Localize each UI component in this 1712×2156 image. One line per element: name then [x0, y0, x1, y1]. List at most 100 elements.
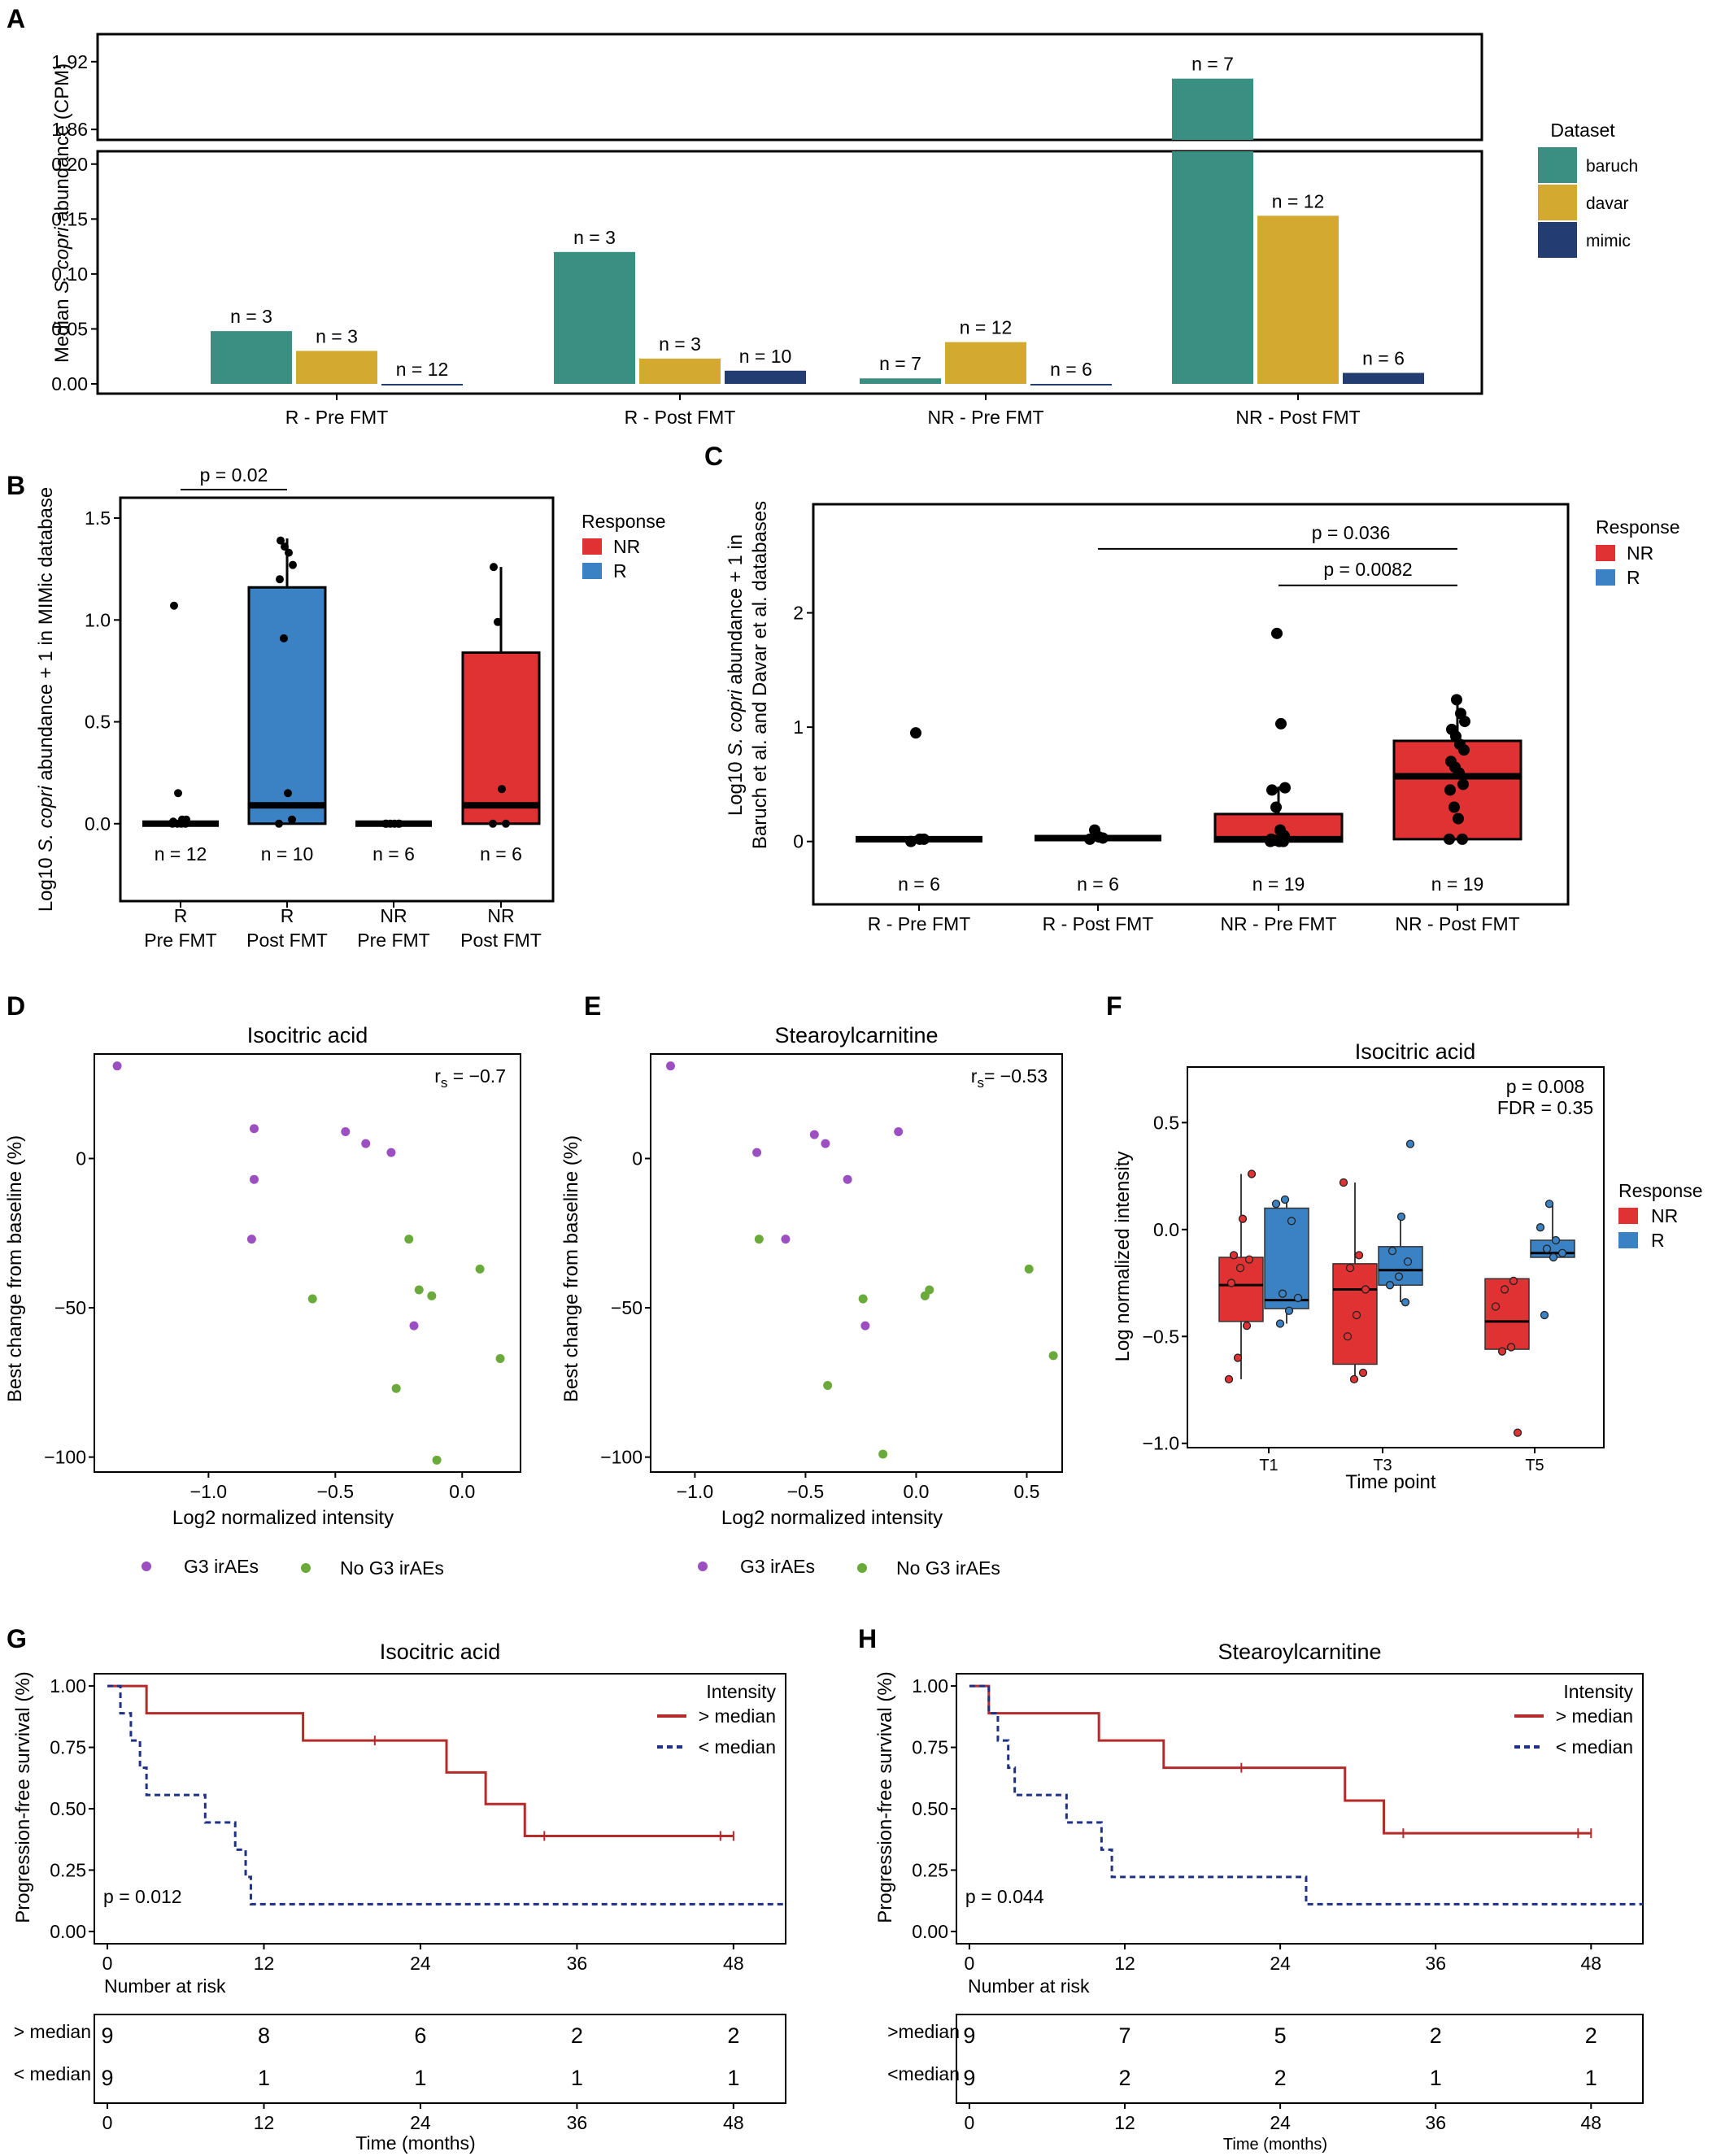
n-label: n = 6 — [480, 843, 522, 865]
risk-count: 2 — [1585, 2023, 1597, 2048]
legend-label: NR — [1627, 542, 1653, 564]
data-point-g3 — [250, 1174, 259, 1184]
data-point-no-g3 — [475, 1264, 485, 1274]
legend-swatch — [1618, 1208, 1638, 1224]
n-label: n = 6 — [898, 873, 940, 895]
box — [1218, 1257, 1264, 1322]
box — [247, 586, 327, 825]
x-tick-label: 0 — [965, 1953, 975, 1974]
risk-count: 7 — [1119, 2023, 1131, 2048]
data-point-no-g3 — [823, 1381, 833, 1391]
data-point-g3 — [386, 1148, 396, 1157]
x-tick-label: R — [281, 905, 294, 926]
y-tick-label: 0 — [76, 1148, 86, 1169]
data-point-no-g3 — [307, 1294, 317, 1304]
data-point-no-g3 — [1048, 1351, 1058, 1361]
data-point-g3 — [361, 1139, 371, 1148]
legend-swatch — [1538, 222, 1577, 258]
axis-frame — [812, 503, 1570, 906]
risk-count: 2 — [1119, 2066, 1131, 2090]
risk-x-tick-label: 24 — [410, 2112, 431, 2133]
legend-swatch — [582, 538, 602, 555]
correlation-subscript: s — [441, 1075, 448, 1091]
legend-label: R — [1627, 567, 1640, 588]
data-label: n = 12 — [396, 359, 449, 380]
data-point-no-g3 — [391, 1383, 401, 1393]
data-point-no-g3 — [878, 1449, 888, 1459]
legend-marker — [857, 1563, 867, 1573]
data-point — [1284, 1306, 1294, 1315]
legend-swatch — [1596, 569, 1615, 586]
panel-label-c: C — [704, 442, 723, 471]
data-point — [169, 817, 177, 826]
x-tick-label: Post FMT — [460, 930, 542, 951]
data-point-g3 — [665, 1061, 675, 1071]
y-tick-label: 0.5 — [85, 712, 111, 733]
axis-frame — [1187, 1066, 1605, 1448]
n-label: n = 12 — [155, 843, 207, 865]
risk-x-tick-label: 36 — [567, 2112, 588, 2133]
x-tick-label: 12 — [1114, 1953, 1135, 1974]
axis-frame — [94, 1053, 521, 1473]
data-point — [1352, 1310, 1361, 1320]
legend-swatch — [582, 563, 602, 579]
bar — [1172, 151, 1253, 384]
axis-frame-upper — [96, 33, 1483, 142]
data-point — [289, 560, 297, 569]
data-point — [1242, 1321, 1252, 1331]
x-tick-label: 48 — [723, 1953, 744, 1974]
y-axis-label-part: S. copri — [51, 227, 73, 294]
y-tick-label: 0.05 — [51, 318, 88, 339]
data-point — [1444, 833, 1455, 845]
y-tick-label: −100 — [44, 1447, 86, 1468]
y-tick-label: 1.86 — [51, 119, 88, 140]
x-axis-label: Time (months) — [355, 2132, 475, 2154]
chart-title: Isocitric acid — [247, 1023, 368, 1048]
y-tick-label: 0.10 — [51, 264, 88, 285]
data-point — [1455, 708, 1466, 720]
risk-count: 9 — [963, 2066, 975, 2090]
y-axis-label: Log10 S. copri abundance + 1 in MIMic da… — [35, 487, 57, 912]
data-point — [1513, 1428, 1523, 1437]
data-point — [910, 727, 921, 739]
y-tick-label: 0.0 — [1153, 1219, 1179, 1240]
y-tick-label: −0.5 — [1143, 1326, 1179, 1347]
legend-title: Response — [1596, 516, 1680, 538]
panel-label-h: H — [858, 1624, 877, 1653]
data-point-g3 — [250, 1124, 259, 1134]
y-tick-label: 0 — [793, 831, 804, 852]
y-axis-label-line1: Log10 S. copri abundance + 1 in — [725, 534, 747, 816]
data-point — [1274, 824, 1286, 836]
x-axis-label: Time (months) — [1223, 2136, 1327, 2154]
data-point-g3 — [781, 1235, 791, 1244]
bar — [725, 370, 806, 384]
x-tick-label: 0.0 — [449, 1481, 475, 1502]
y-tick-label: 1.00 — [912, 1675, 948, 1696]
legend-label: No G3 irAEs — [896, 1557, 1000, 1579]
x-tick-label: T1 — [1259, 1457, 1278, 1474]
y-tick-label: 0 — [632, 1148, 643, 1169]
legend-label: G3 irAEs — [740, 1556, 815, 1577]
correlation-symbol: r — [971, 1065, 978, 1087]
y-axis-label-part: Median — [51, 294, 73, 363]
risk-count: 1 — [258, 2066, 270, 2090]
axis-frame — [119, 496, 555, 903]
risk-table-frame — [94, 2014, 786, 2104]
y-tick-label: −50 — [611, 1297, 643, 1318]
data-point — [490, 563, 498, 572]
data-point — [1235, 1263, 1245, 1273]
x-tick-label: R — [174, 905, 188, 926]
x-tick-label: NR - Pre FMT — [1220, 913, 1336, 934]
data-point — [1557, 1248, 1567, 1257]
data-point-no-g3 — [414, 1285, 424, 1295]
data-point-g3 — [843, 1174, 852, 1184]
n-label: n = 6 — [1077, 873, 1119, 895]
data-point — [1361, 1285, 1370, 1294]
data-point — [174, 789, 182, 798]
x-tick-label: −1.0 — [190, 1481, 227, 1502]
data-point — [395, 819, 403, 828]
legend-marker — [698, 1561, 708, 1571]
x-tick-label: Pre FMT — [357, 930, 429, 951]
bar — [1030, 384, 1112, 385]
data-point — [276, 575, 284, 584]
